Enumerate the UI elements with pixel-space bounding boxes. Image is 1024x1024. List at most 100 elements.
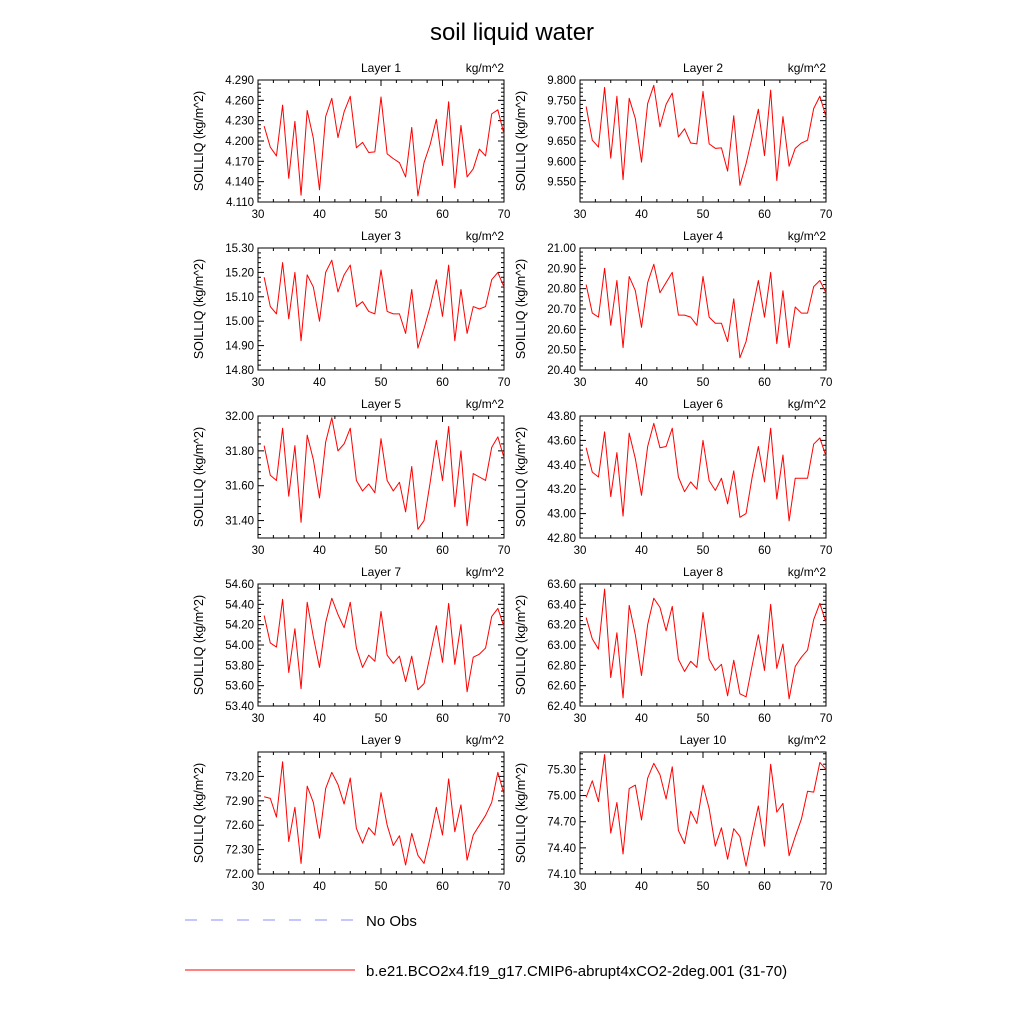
- panel-layer-4: Layer 4 kg/m^2 SOILLIQ (kg/m^2) 30 40 50 60 70 2…: [514, 229, 832, 389]
- legend-label-model: b.e21.BCO2x4.f19_g17.CMIP6-abrupt4xCO2-2…: [366, 963, 787, 980]
- y-tick-label: 20.50: [547, 345, 576, 357]
- x-tick-label: 50: [375, 377, 388, 389]
- y-tick-label: 54.60: [225, 579, 254, 591]
- y-tick-label: 74.70: [547, 817, 576, 829]
- x-tick-label: 40: [635, 881, 648, 893]
- panel-layer-5: Layer 5 kg/m^2 SOILLIQ (kg/m^2) 30 40 50 60 70 3…: [192, 397, 510, 557]
- x-tick-label: 70: [820, 209, 833, 221]
- panel-title: Layer 4: [683, 229, 723, 243]
- y-tick-label: 20.90: [547, 263, 576, 275]
- x-tick-label: 70: [498, 377, 511, 389]
- x-tick-label: 40: [313, 713, 326, 725]
- y-tick-label: 63.00: [547, 640, 576, 652]
- y-tick-label: 43.60: [547, 435, 576, 447]
- x-tick-label: 30: [252, 545, 265, 557]
- y-tick-label: 63.60: [547, 579, 576, 591]
- x-tick-label: 70: [820, 713, 833, 725]
- series-line-model: [585, 588, 827, 700]
- y-tick-label: 72.60: [225, 820, 254, 832]
- y-tick-label: 31.80: [225, 446, 254, 458]
- panel-layer-9: Layer 9 kg/m^2 SOILLIQ (kg/m^2) 30 40 50 60 70 7…: [192, 733, 510, 893]
- y-tick-label: 9.600: [547, 156, 576, 168]
- y-tick-label: 43.40: [547, 460, 576, 472]
- x-tick-label: 30: [574, 209, 587, 221]
- y-tick-label: 4.230: [225, 116, 254, 128]
- x-tick-label: 70: [498, 881, 511, 893]
- y-axis-label: SOILLIQ (kg/m^2): [514, 427, 528, 527]
- y-tick-label: 15.10: [225, 292, 254, 304]
- panel-layer-8: Layer 8 kg/m^2 SOILLIQ (kg/m^2) 30 40 50 60 70 6…: [514, 565, 832, 725]
- x-tick-label: 50: [697, 881, 710, 893]
- panel-layer-10: Layer 10 kg/m^2 SOILLIQ (kg/m^2) 30 40 50 60 70…: [514, 733, 832, 893]
- y-tick-label: 72.30: [225, 845, 254, 857]
- series-line-model: [263, 597, 505, 693]
- panel-title: Layer 8: [683, 565, 723, 579]
- y-tick-label: 43.00: [547, 509, 576, 521]
- x-tick-label: 40: [635, 377, 648, 389]
- y-tick-label: 63.40: [547, 599, 576, 611]
- y-tick-label: 32.00: [225, 411, 254, 423]
- y-tick-label: 9.800: [547, 75, 576, 87]
- x-tick-label: 60: [436, 881, 449, 893]
- y-tick-label: 21.00: [547, 243, 576, 255]
- panel-units: kg/m^2: [788, 61, 827, 75]
- panel-layer-3: Layer 3 kg/m^2 SOILLIQ (kg/m^2) 30 40 50 60 70 1…: [192, 229, 510, 389]
- y-tick-label: 4.260: [225, 95, 254, 107]
- y-tick-label: 15.30: [225, 243, 254, 255]
- x-tick-label: 40: [635, 209, 648, 221]
- panel-units: kg/m^2: [788, 229, 827, 243]
- panel-units: kg/m^2: [788, 397, 827, 411]
- panel-layer-6: Layer 6 kg/m^2 SOILLIQ (kg/m^2) 30 40 50 60 70 4…: [514, 397, 832, 557]
- series-line-model: [585, 422, 827, 522]
- x-tick-label: 40: [313, 209, 326, 221]
- x-tick-label: 30: [574, 881, 587, 893]
- x-tick-label: 30: [574, 545, 587, 557]
- panel-title: Layer 6: [683, 397, 723, 411]
- y-tick-label: 63.20: [547, 620, 576, 632]
- y-axis-label: SOILLIQ (kg/m^2): [514, 763, 528, 863]
- x-tick-label: 30: [252, 881, 265, 893]
- y-axis-label: SOILLIQ (kg/m^2): [192, 427, 206, 527]
- panel-units: kg/m^2: [466, 733, 505, 747]
- y-tick-label: 14.80: [225, 365, 254, 377]
- x-tick-label: 50: [697, 713, 710, 725]
- y-axis-label: SOILLIQ (kg/m^2): [514, 595, 528, 695]
- y-tick-label: 20.40: [547, 365, 576, 377]
- y-tick-label: 72.00: [225, 869, 254, 881]
- y-tick-label: 4.110: [226, 197, 254, 209]
- y-tick-label: 31.60: [225, 481, 254, 493]
- x-tick-label: 50: [375, 713, 388, 725]
- panel-title: Layer 1: [361, 61, 401, 75]
- x-tick-label: 50: [697, 545, 710, 557]
- y-tick-label: 31.40: [225, 516, 254, 528]
- y-tick-label: 4.290: [225, 75, 254, 87]
- panel-units: kg/m^2: [788, 565, 827, 579]
- y-tick-label: 53.80: [225, 660, 254, 672]
- panel-units: kg/m^2: [466, 565, 505, 579]
- panel-units: kg/m^2: [466, 61, 505, 75]
- y-tick-label: 15.00: [225, 316, 254, 328]
- x-tick-label: 50: [697, 377, 710, 389]
- x-tick-label: 40: [635, 713, 648, 725]
- y-tick-label: 53.60: [225, 681, 254, 693]
- y-tick-label: 62.40: [547, 701, 576, 713]
- x-tick-label: 30: [574, 377, 587, 389]
- x-tick-label: 70: [820, 545, 833, 557]
- y-tick-label: 62.60: [547, 681, 576, 693]
- panel-title: Layer 10: [680, 733, 727, 747]
- y-tick-label: 4.170: [225, 156, 254, 168]
- panel-title: Layer 5: [361, 397, 401, 411]
- x-tick-label: 40: [313, 377, 326, 389]
- panel-title: Layer 2: [683, 61, 723, 75]
- x-tick-label: 50: [375, 209, 388, 221]
- y-tick-label: 54.20: [225, 620, 254, 632]
- panel-layer-7: Layer 7 kg/m^2 SOILLIQ (kg/m^2) 30 40 50 60 70 5…: [192, 565, 510, 725]
- y-tick-label: 20.80: [547, 284, 576, 296]
- series-line-model: [263, 417, 505, 530]
- y-tick-label: 9.650: [547, 136, 576, 148]
- series-line-model: [585, 263, 827, 359]
- y-axis-label: SOILLIQ (kg/m^2): [192, 91, 206, 191]
- legend-label-no-obs: No Obs: [366, 913, 417, 930]
- y-axis-label: SOILLIQ (kg/m^2): [514, 259, 528, 359]
